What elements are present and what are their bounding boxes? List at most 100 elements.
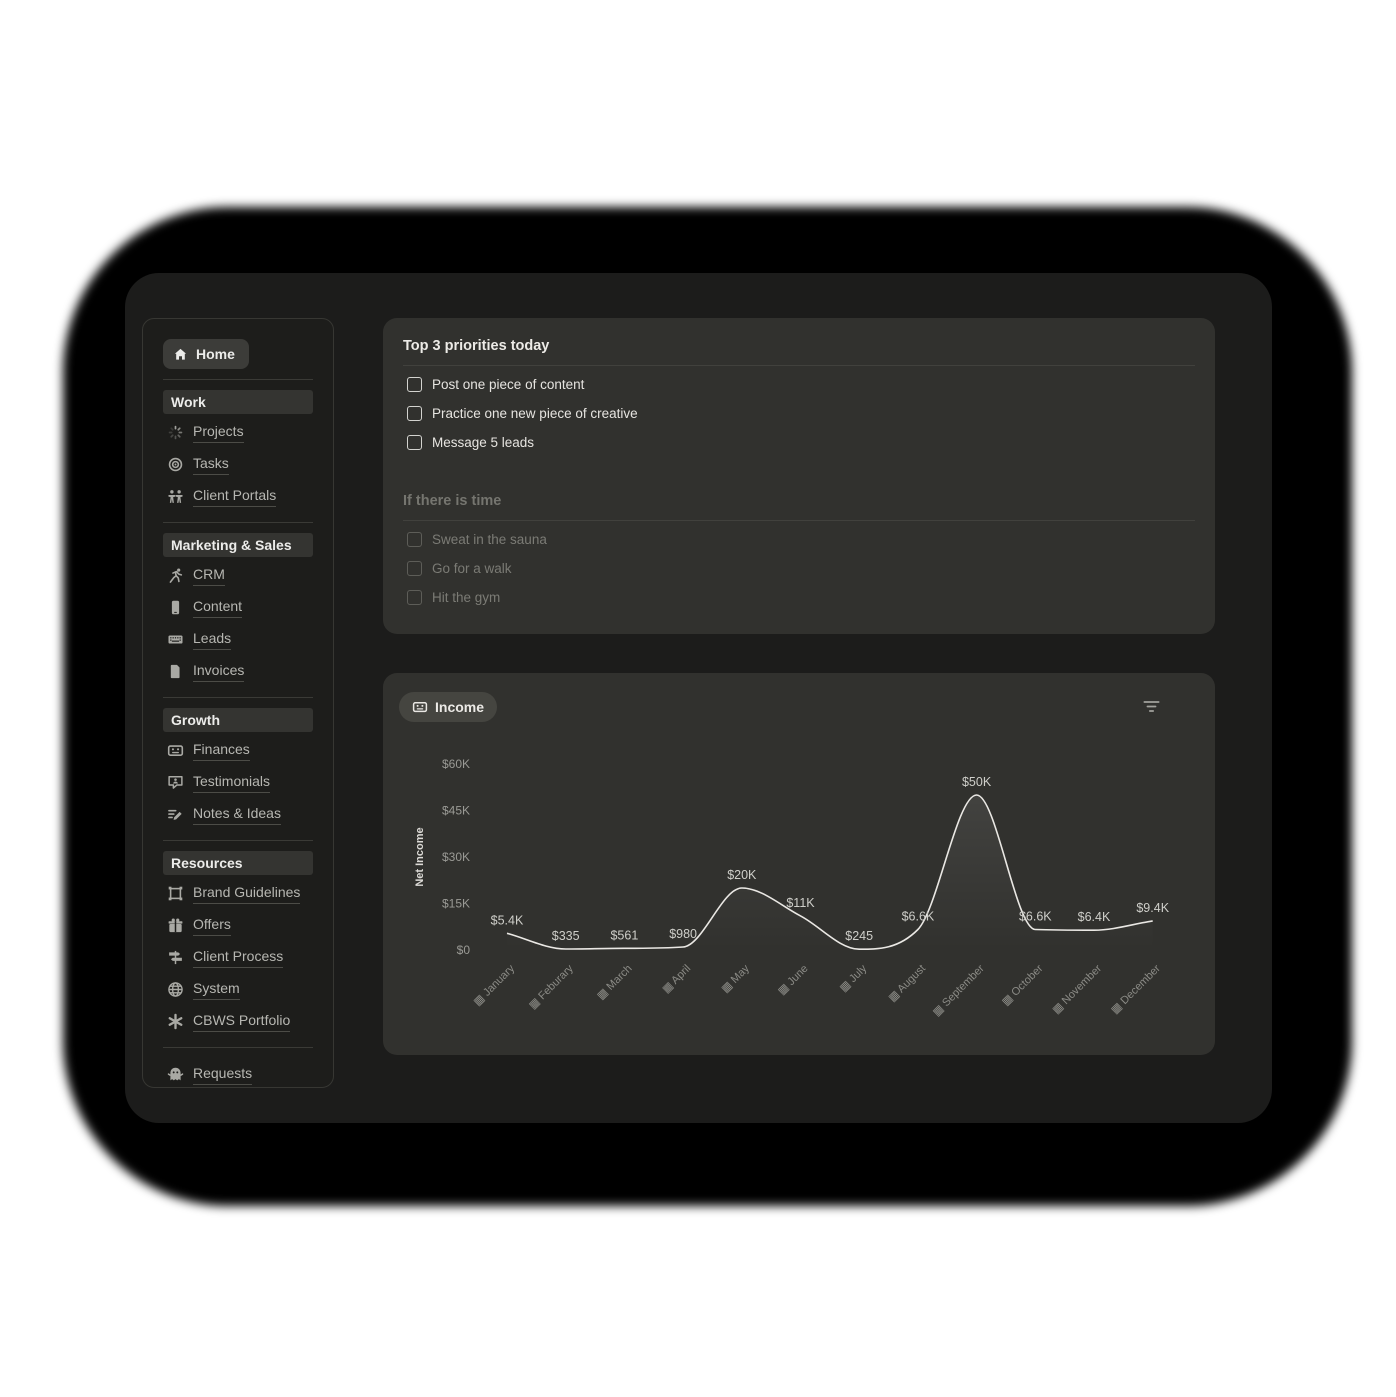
checkbox-label: Post one piece of content [432,377,585,392]
sidebar-divider [163,522,313,523]
checkbox[interactable] [407,377,422,392]
notes-pencil-icon [167,806,184,823]
sidebar-item-label: Projects [193,422,244,443]
sidebar-item-content[interactable]: Content [163,591,313,623]
sidebar-section-header-growth: Growth [163,708,313,732]
people-icon [167,488,184,505]
priorities-card: Top 3 priorities today Post one piece of… [383,318,1215,634]
optional-item-hit-the-gym[interactable]: Hit the gym [383,583,1215,612]
sidebar: Home Work Projects Tasks Client Portals Mark… [142,318,334,1088]
sidebar-item-notes-ideas[interactable]: Notes & Ideas [163,798,313,830]
priority-item-post-one-piece-of-content[interactable]: Post one piece of content [383,370,1215,399]
x-axis-tick: ▦ March [595,963,635,1003]
money-face-icon [167,742,184,759]
sidebar-sections: Work Projects Tasks Client Portals Marketing… [163,390,313,1048]
x-axis-tick: ▦ January [471,962,517,1008]
sidebar-item-label: CRM [193,565,225,586]
x-axis-tick: ▦ December [1109,962,1163,1016]
x-axis-tick: ▦ August [886,963,928,1005]
optional-item-sweat-in-the-sauna[interactable]: Sweat in the sauna [383,525,1215,554]
x-axis-tick: ▦ September [931,962,987,1018]
checkbox[interactable] [407,561,422,576]
data-point-label: $245 [845,929,873,943]
optional-title: If there is time [403,493,502,509]
data-point-label: $9.4K [1136,901,1169,915]
sidebar-item-label: CBWS Portfolio [193,1011,291,1032]
sidebar-section-header-work: Work [163,390,313,414]
income-pill-button[interactable]: Income [399,692,498,722]
speech-person-icon [167,774,184,791]
sidebar-item-leads[interactable]: Leads [163,623,313,655]
checkbox[interactable] [407,532,422,547]
data-point-label: $5.4K [491,913,524,927]
document-icon [167,663,184,680]
sidebar-item-label: Finances [193,740,250,761]
income-chart: $0 $15K $30K $45K $60K Net Income ▦ January ▦ F… [414,757,1170,1019]
asterisk-icon [167,1013,184,1030]
sidebar-item-system[interactable]: System [163,973,313,1005]
y-axis-tick: $0 [457,943,471,957]
checkbox[interactable] [407,435,422,450]
sidebar-item-home[interactable]: Home [163,339,249,369]
data-point-label: $6.6K [902,910,935,924]
priorities-title: Top 3 priorities today [403,338,550,354]
x-axis-tick: ▦ July [837,962,869,994]
data-point-label: $20K [727,868,757,882]
y-axis-tick: $30K [442,850,470,864]
sidebar-item-crm[interactable]: CRM [163,559,313,591]
checkbox[interactable] [407,406,422,421]
y-axis-tick: $60K [442,757,470,771]
x-axis-tick: ▦ June [776,963,811,998]
x-axis-tick: ▦ April [660,963,693,996]
income-area [507,795,1153,950]
sidebar-divider [163,697,313,698]
data-point-label: $6.6K [1019,910,1052,924]
sidebar-item-label: Content [193,597,243,618]
income-card: Income $0 $15K $30K $45K $60K Net Income ▦ Jan… [383,673,1215,1055]
checkbox-label: Hit the gym [432,590,501,605]
sidebar-item-offers[interactable]: Offers [163,909,313,941]
priority-item-message-5-leads[interactable]: Message 5 leads [383,428,1215,457]
app-window: Home Work Projects Tasks Client Portals Mark… [125,273,1272,1123]
home-label: Home [196,346,235,362]
sidebar-item-cbws-portfolio[interactable]: CBWS Portfolio [163,1005,313,1037]
x-axis-tick: ▦ Feburary [527,962,576,1011]
y-axis-tick: $15K [442,897,470,911]
sidebar-item-invoices[interactable]: Invoices [163,655,313,687]
sidebar-divider [163,840,313,841]
sidebar-item-brand-guidelines[interactable]: Brand Guidelines [163,877,313,909]
sidebar-section-header-resources: Resources [163,851,313,875]
data-point-label: $980 [669,927,697,941]
optional-item-go-for-a-walk[interactable]: Go for a walk [383,554,1215,583]
data-point-label: $6.4K [1078,910,1111,924]
sidebar-item-label: Client Portals [193,486,277,507]
checkbox[interactable] [407,590,422,605]
sidebar-item-finances[interactable]: Finances [163,734,313,766]
sidebar-item-client-portals[interactable]: Client Portals [163,480,313,512]
sidebar-section-header-marketing-sales: Marketing & Sales [163,533,313,557]
sidebar-item-label: Leads [193,629,232,650]
sidebar-item-label: Notes & Ideas [193,804,281,825]
keyboard-icon [167,631,184,648]
sidebar-item-label: Offers [193,915,231,936]
ghost-icon [167,1066,184,1083]
checkbox-label: Message 5 leads [432,435,535,450]
data-point-label: $11K [786,896,815,910]
sidebar-item-label: Invoices [193,661,245,682]
sidebar-item-projects[interactable]: Projects [163,416,313,448]
sidebar-item-tasks[interactable]: Tasks [163,448,313,480]
income-card-title: Income [435,699,485,715]
sidebar-item-testimonials[interactable]: Testimonials [163,766,313,798]
income-line [506,794,1153,951]
priority-item-practice-one-new-piece-of-creative[interactable]: Practice one new piece of creative [383,399,1215,428]
home-icon [173,347,188,362]
sidebar-item-label: Requests [193,1064,253,1085]
data-point-label: $335 [552,929,580,943]
signpost-icon [167,949,184,966]
money-face-icon [412,699,428,715]
filter-icon[interactable] [1142,697,1161,716]
projects-spinner-icon [167,424,184,441]
sidebar-item-client-process[interactable]: Client Process [163,941,313,973]
sidebar-item-requests[interactable]: Requests [163,1058,313,1090]
sidebar-divider [163,1047,313,1048]
